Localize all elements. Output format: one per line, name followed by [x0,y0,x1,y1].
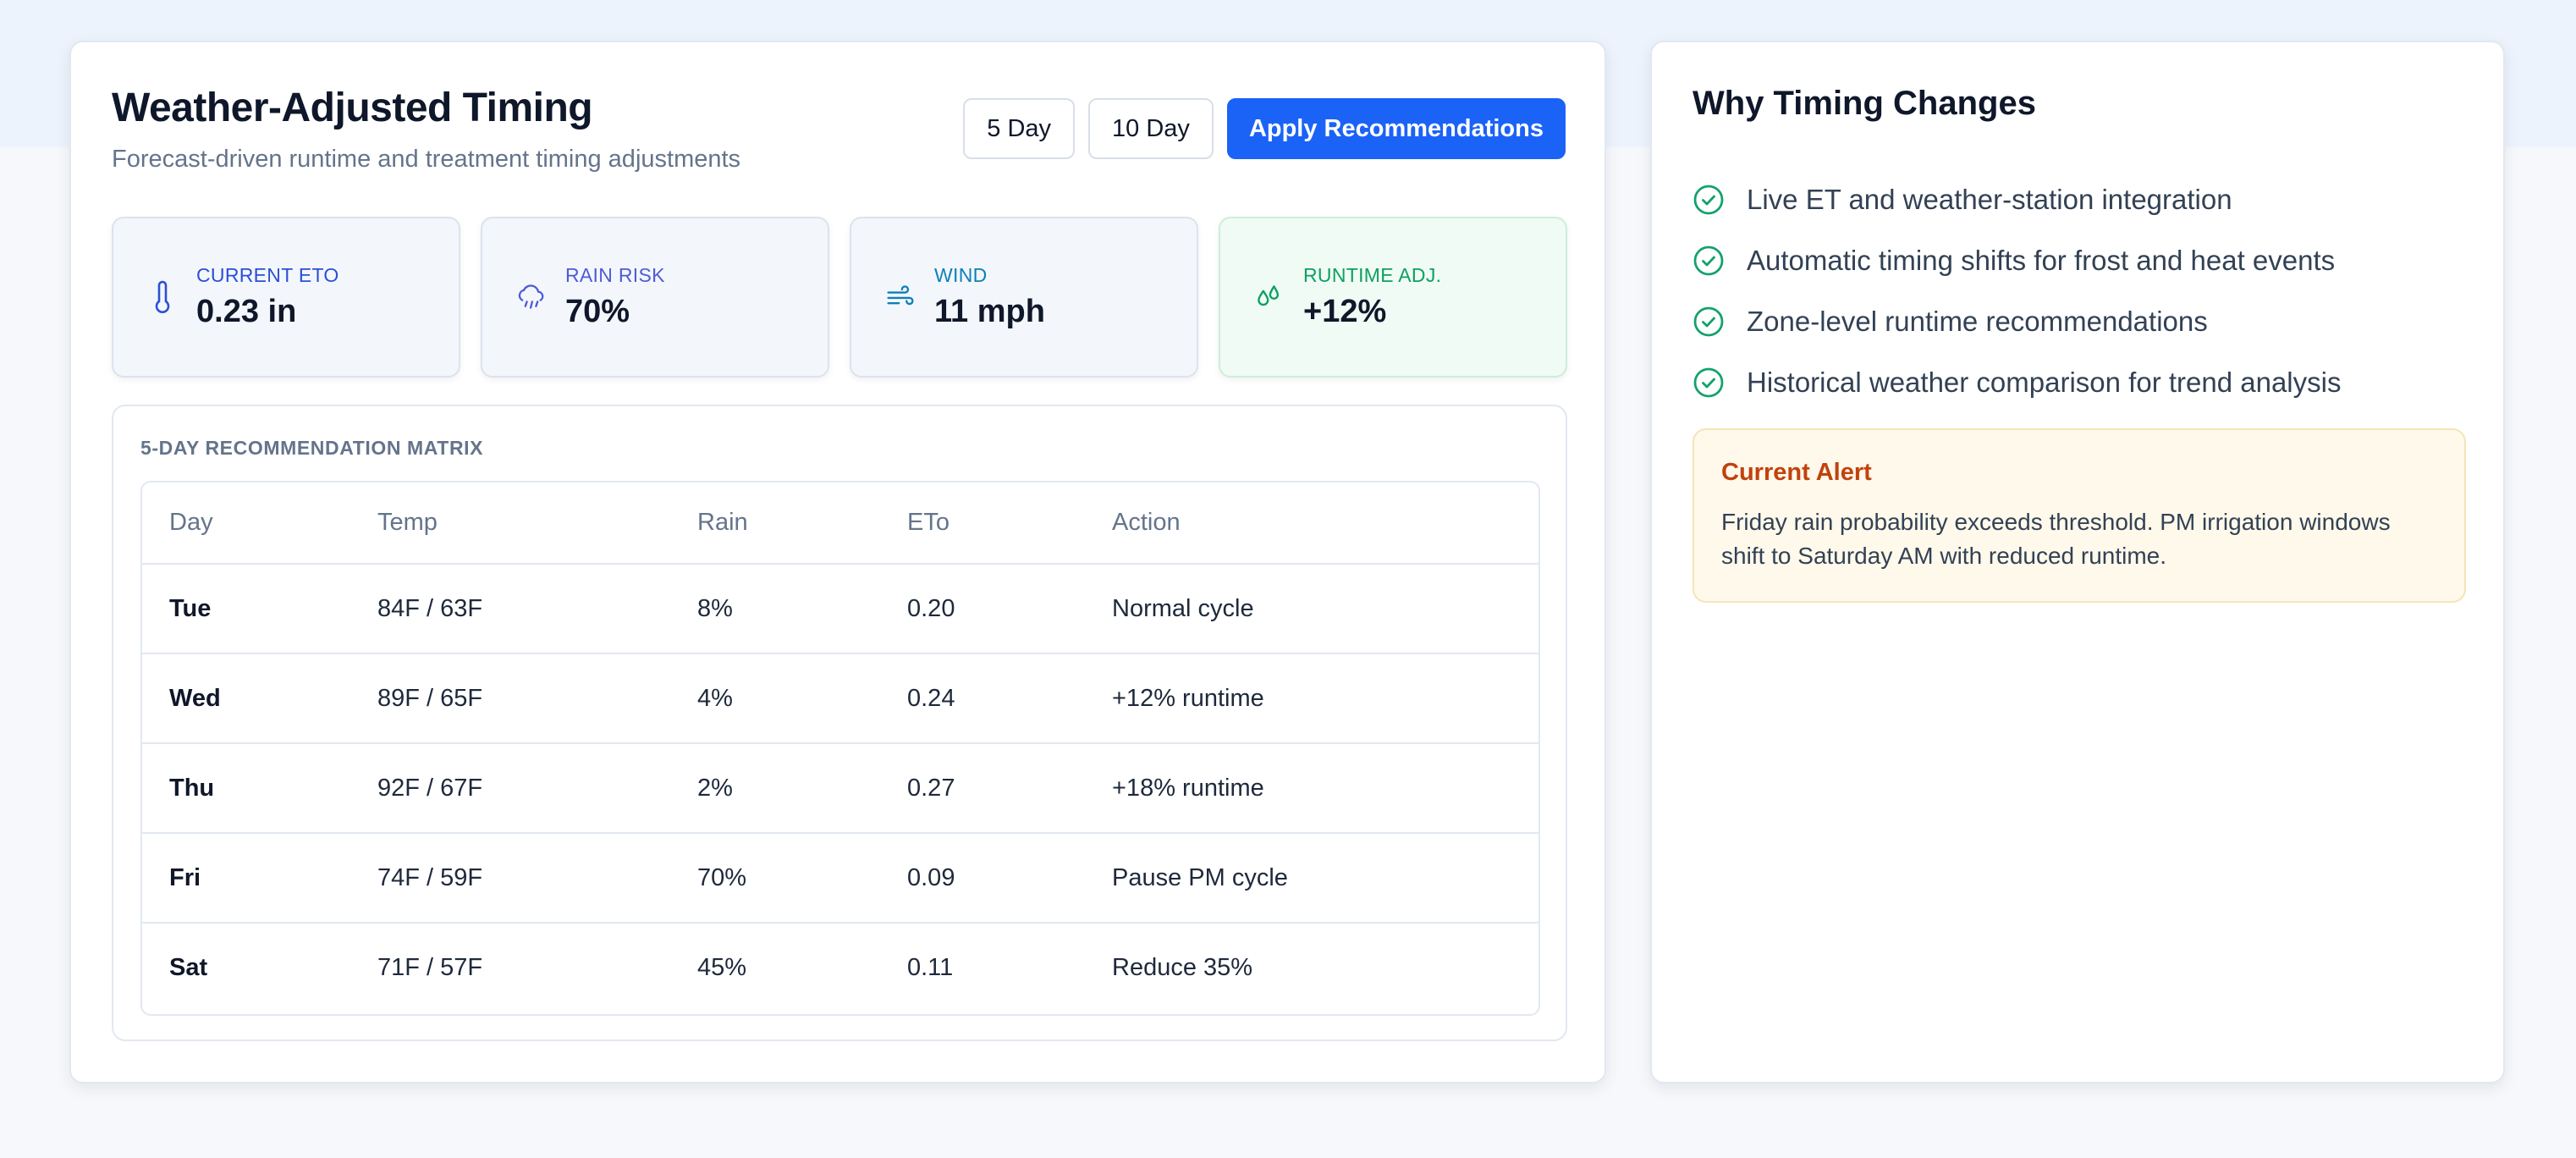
stat-label: Runtime Adj. [1303,264,1442,286]
cell-rain: 8% [670,564,880,654]
table-row: Tue 84F / 63F 8% 0.20 Normal cycle [142,564,1538,654]
stat-label: Current ETo [196,264,339,286]
thermometer-icon [147,280,178,313]
page-subtitle: Forecast-driven runtime and treatment ti… [112,146,741,173]
alert-title: Current Alert [1721,459,1872,486]
cell-eto: 0.11 [907,954,954,981]
check-circle-icon [1693,367,1724,398]
cell-day: Thu [142,743,350,834]
table-row: Wed 89F / 65F 4% 0.24 +12% runtime [142,653,1538,744]
cell-rain: 4% [670,653,880,744]
sidebar-title: Why Timing Changes [1693,85,2036,122]
table-header-row: Day Temp Rain ETo Action [142,482,1538,565]
stat-card-runtime-adjustment: Runtime Adj. +12% [1219,217,1567,378]
check-circle-icon [1693,306,1724,337]
cell-rain: 2% [670,743,880,834]
stats-row: Current ETo 0.23 in Rain Risk 70% [112,217,1567,378]
apply-recommendations-button[interactable]: Apply Recommendations [1226,98,1566,159]
cell-temp: 84F / 63F [350,564,670,654]
cell-eto: 0.27 [880,743,1085,834]
table-row: Thu 92F / 67F 2% 0.27 +18% runtime [142,743,1538,834]
feature-list: Live ET and weather-station integration … [1693,169,2341,413]
droplets-icon [1254,282,1285,312]
check-circle-icon [1693,245,1724,276]
list-item: Automatic timing shifts for frost and he… [1693,230,2341,291]
column-header-eto: ETo [880,482,1085,565]
ten-day-button[interactable]: 10 Day [1088,98,1214,159]
wind-icon [885,282,916,312]
cell-rain: 70% [670,833,880,924]
cell-day: Wed [142,653,350,744]
stat-value: +12% [1303,294,1387,329]
column-header-temp: Temp [350,482,670,565]
stat-card-rain-risk: Rain Risk 70% [481,217,829,378]
cell-temp: 71F / 57F [377,954,483,981]
cell-action: Normal cycle [1085,564,1538,654]
stat-value: 70% [565,294,630,329]
cell-action: Pause PM cycle [1085,833,1538,924]
five-day-button[interactable]: 5 Day [963,98,1076,159]
cell-temp: 74F / 59F [350,833,670,924]
cell-eto: 0.20 [880,564,1085,654]
cloud-rain-icon [516,282,547,312]
cell-temp: 89F / 65F [350,653,670,744]
column-header-action: Action [1085,482,1538,565]
stat-value: 11 mph [934,294,1045,329]
matrix-title: 5-Day Recommendation Matrix [140,437,484,459]
cell-day: Tue [142,564,350,654]
stat-value: 0.23 in [196,294,297,329]
list-item: Live ET and weather-station integration [1693,169,2341,230]
feature-text: Historical weather comparison for trend … [1747,367,2342,398]
cell-action: Reduce 35% [1112,954,1253,981]
cell-eto: 0.09 [880,833,1085,924]
matrix-table-wrapper: Day Temp Rain ETo Action Tue 84F / 63F 8… [140,481,1540,1016]
alert-text: Friday rain probability exceeds threshol… [1721,509,2391,569]
stat-card-current-eto: Current ETo 0.23 in [112,217,460,378]
cell-action: +12% runtime [1085,653,1538,744]
stat-card-wind: Wind 11 mph [850,217,1198,378]
feature-text: Live ET and weather-station integration [1747,184,2232,215]
current-alert: Current Alert Friday rain probability ex… [1693,428,2466,603]
stat-label: Wind [934,264,988,286]
cell-day: Fri [142,833,350,924]
table-row: Fri 74F / 59F 70% 0.09 Pause PM cycle [142,833,1538,924]
feature-text: Automatic timing shifts for frost and he… [1747,245,2336,276]
check-circle-icon [1693,185,1724,215]
weather-timing-card: Weather-Adjusted Timing Forecast-driven … [69,41,1606,1084]
table-row: Sat 71F / 57F 45% 0.11 Reduce 35% [142,923,1538,1012]
cell-eto: 0.24 [880,653,1085,744]
cell-day: Sat [169,954,208,981]
cell-temp: 92F / 67F [350,743,670,834]
column-header-rain: Rain [670,482,880,565]
feature-text: Zone-level runtime recommendations [1747,306,2208,337]
stat-label: Rain Risk [565,264,665,286]
recommendation-matrix: 5-Day Recommendation Matrix Day Temp Rai… [112,405,1567,1041]
toolbar: 5 Day 10 Day Apply Recommendations [963,98,1566,159]
list-item: Historical weather comparison for trend … [1693,352,2341,413]
page-title: Weather-Adjusted Timing [112,85,593,130]
recommendation-table: Day Temp Rain ETo Action Tue 84F / 63F 8… [142,482,1538,1012]
cell-rain: 45% [697,954,747,981]
cell-action: +18% runtime [1085,743,1538,834]
column-header-day: Day [142,482,350,565]
why-timing-changes-card: Why Timing Changes Live ET and weather-s… [1650,41,2505,1084]
list-item: Zone-level runtime recommendations [1693,291,2341,352]
